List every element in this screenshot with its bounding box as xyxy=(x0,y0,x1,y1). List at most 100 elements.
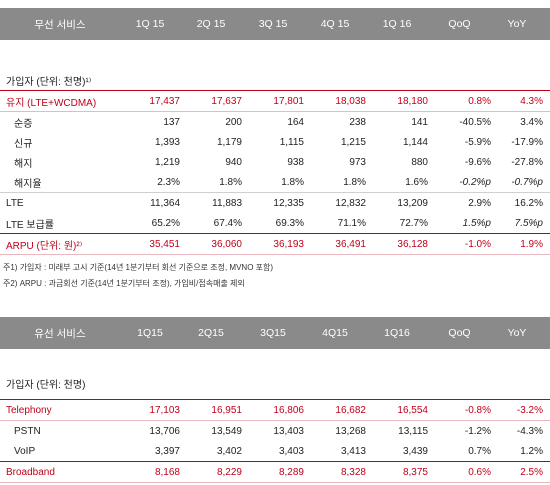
cell-value: 973 xyxy=(349,156,366,168)
cell-value: 0.7% xyxy=(468,445,491,457)
cell-value: -40.5% xyxy=(459,116,491,128)
header-3q15: 3Q 15 xyxy=(258,18,288,30)
cell-value: 69.3% xyxy=(275,217,304,229)
cell-value: 3.4% xyxy=(520,116,543,128)
cell-value: 4.3% xyxy=(520,95,543,107)
cell-value: 1,215 xyxy=(340,136,366,148)
cell-value: 16.2% xyxy=(514,197,543,209)
table-row: Telephony 17,103 16,951 16,806 16,682 16… xyxy=(0,399,550,421)
cell-value: 36,491 xyxy=(335,238,366,250)
cell-value: 11,364 xyxy=(150,197,180,209)
footnote-1: 주1) 가입자 : 미래부 고시 기준(14년 1분기부터 회선 기준으로 조정… xyxy=(3,263,274,272)
row-label: ARPU (단위: 원)²⁾ xyxy=(6,240,83,252)
cell-value: 36,193 xyxy=(273,238,304,250)
cell-value: 17,437 xyxy=(149,95,180,107)
section-label: 가입자 (단위: 천명)¹⁾ xyxy=(6,76,92,88)
cell-value: 1,144 xyxy=(402,136,428,148)
cell-value: 11,883 xyxy=(212,197,242,209)
cell-value: 3,402 xyxy=(216,445,242,457)
header-qoq: QoQ xyxy=(448,327,471,339)
header-1q16: 1Q 16 xyxy=(382,18,412,30)
header-2q15: 2Q15 xyxy=(198,327,224,339)
header-service: 무선 서비스 xyxy=(34,18,86,31)
cell-value: 17,801 xyxy=(273,95,304,107)
cell-value: 8,168 xyxy=(154,466,180,478)
cell-value: 1.8% xyxy=(343,176,366,188)
cell-value: 13,115 xyxy=(398,425,428,437)
cell-value: 1.2% xyxy=(520,445,543,457)
cell-value: 13,209 xyxy=(397,197,428,209)
cell-value: -27.8% xyxy=(511,156,543,168)
header-1q16: 1Q16 xyxy=(384,327,410,339)
table-row: 해지율 2.3% 1.8% 1.8% 1.8% 1.6% -0.2%p -0.7… xyxy=(0,172,550,192)
row-label: 해지율 xyxy=(14,178,42,190)
row-label: 유지 (LTE+WCDMA) xyxy=(6,97,97,109)
cell-value: 164 xyxy=(287,116,304,128)
cell-value: 137 xyxy=(163,116,180,128)
header-service: 유선 서비스 xyxy=(34,327,86,340)
header-3q15: 3Q15 xyxy=(260,327,286,339)
cell-value: 1,115 xyxy=(279,136,304,148)
cell-value: -0.7%p xyxy=(511,176,543,188)
cell-value: 1.6% xyxy=(405,176,428,188)
row-label: 해지 xyxy=(14,158,33,170)
cell-value: 18,180 xyxy=(397,95,428,107)
table-row: 신규 1,393 1,179 1,115 1,215 1,144 -5.9% -… xyxy=(0,132,550,152)
cell-value: 1,219 xyxy=(154,156,180,168)
cell-value: 2.5% xyxy=(520,466,543,478)
cell-value: 0.8% xyxy=(468,95,491,107)
cell-value: 8,289 xyxy=(278,466,304,478)
cell-value: -1.0% xyxy=(464,238,491,250)
cell-value: 36,128 xyxy=(397,238,428,250)
cell-value: 880 xyxy=(411,156,428,168)
cell-value: 16,554 xyxy=(397,404,428,416)
cell-value: 200 xyxy=(225,116,242,128)
cell-value: 71.1% xyxy=(337,217,366,229)
table-row: Broadband 8,168 8,229 8,289 8,328 8,375 … xyxy=(0,461,550,483)
table-row: 순증 137 200 164 238 141 -40.5% 3.4% xyxy=(0,112,550,132)
table-row: LTE 11,364 11,883 12,335 12,832 13,209 2… xyxy=(0,192,550,213)
cell-value: -9.6% xyxy=(464,156,491,168)
header-yoy: YoY xyxy=(507,18,527,30)
row-label: VoIP xyxy=(14,445,36,457)
row-label: 신규 xyxy=(14,138,33,150)
wired-header-row: 유선 서비스 1Q15 2Q15 3Q15 4Q15 1Q16 QoQ YoY xyxy=(0,317,550,349)
cell-value: -3.2% xyxy=(516,404,543,416)
cell-value: -4.3% xyxy=(516,425,543,437)
footnote-2: 주2) ARPU : 과금회선 기준(14년 1분기부터 조정), 가입비/접속… xyxy=(3,279,245,288)
cell-value: 13,706 xyxy=(149,425,180,437)
table-row: VoIP 3,397 3,402 3,403 3,413 3,439 0.7% … xyxy=(0,441,550,461)
header-qoq: QoQ xyxy=(448,18,471,30)
cell-value: 16,682 xyxy=(335,404,366,416)
cell-value: 13,268 xyxy=(335,425,366,437)
row-label: PSTN xyxy=(14,425,41,437)
header-1q15: 1Q15 xyxy=(137,327,163,339)
cell-value: 238 xyxy=(349,116,366,128)
header-yoy: YoY xyxy=(507,327,527,339)
row-label: Broadband xyxy=(6,466,55,478)
cell-value: 1,393 xyxy=(154,136,180,148)
cell-value: -0.8% xyxy=(464,404,491,416)
cell-value: 65.2% xyxy=(151,217,180,229)
cell-value: 1.8% xyxy=(219,176,242,188)
cell-value: 3,439 xyxy=(402,445,428,457)
cell-value: 8,229 xyxy=(216,466,242,478)
section-label: 가입자 (단위: 천명) xyxy=(6,379,86,391)
cell-value: 13,403 xyxy=(273,425,304,437)
cell-value: 8,375 xyxy=(402,466,428,478)
table-row: ARPU (단위: 원)²⁾ 35,451 36,060 36,193 36,4… xyxy=(0,233,550,255)
cell-value: 2.9% xyxy=(468,197,491,209)
cell-value: 1.5%p xyxy=(462,217,491,229)
cell-value: 13,549 xyxy=(211,425,242,437)
cell-value: 1.8% xyxy=(281,176,304,188)
header-4q15: 4Q15 xyxy=(322,327,348,339)
cell-value: 141 xyxy=(411,116,428,128)
cell-value: 3,403 xyxy=(278,445,304,457)
table-row: PSTN 13,706 13,549 13,403 13,268 13,115 … xyxy=(0,421,550,441)
cell-value: 8,328 xyxy=(340,466,366,478)
cell-value: 16,951 xyxy=(211,404,242,416)
cell-value: 72.7% xyxy=(399,217,428,229)
cell-value: 12,335 xyxy=(273,197,304,209)
table-row: 해지 1,219 940 938 973 880 -9.6% -27.8% xyxy=(0,152,550,172)
cell-value: 940 xyxy=(225,156,242,168)
